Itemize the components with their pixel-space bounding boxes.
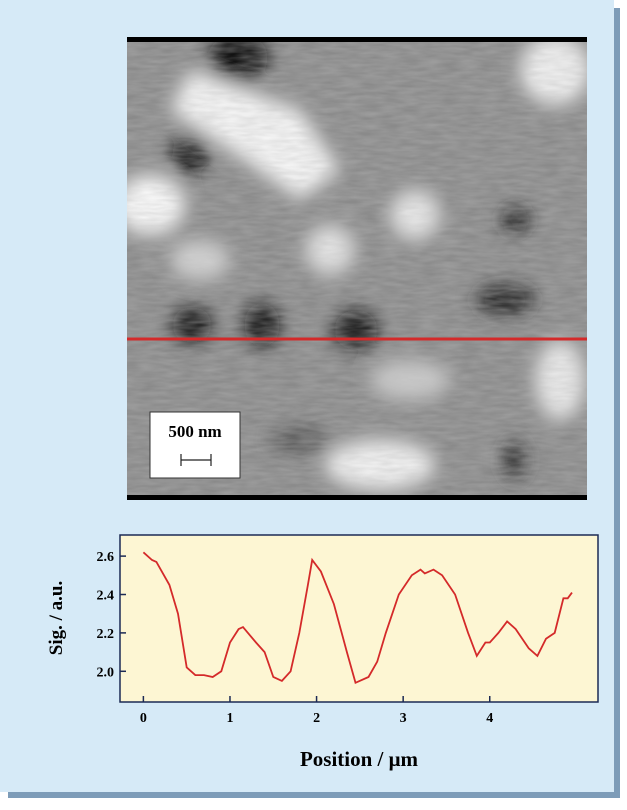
x-axis-label: Position / μm bbox=[300, 747, 419, 771]
scale-label: 500 nm bbox=[168, 422, 221, 441]
y-tick-label: 2.2 bbox=[97, 627, 115, 642]
y-tick-label: 2.4 bbox=[97, 589, 115, 604]
scale-box bbox=[149, 411, 241, 479]
y-tick-label: 2.0 bbox=[97, 665, 115, 680]
plot-area bbox=[119, 534, 599, 703]
y-axis-label: Sig. / a.u. bbox=[46, 581, 67, 655]
x-tick-label: 1 bbox=[226, 711, 233, 726]
x-tick-label: 4 bbox=[486, 711, 493, 726]
y-tick-label: 2.6 bbox=[97, 550, 115, 565]
scale-bar bbox=[180, 454, 212, 466]
x-tick-label: 0 bbox=[140, 711, 147, 726]
line-series bbox=[142, 551, 573, 685]
x-tick-label: 2 bbox=[313, 711, 320, 726]
x-tick-label: 3 bbox=[400, 711, 407, 726]
